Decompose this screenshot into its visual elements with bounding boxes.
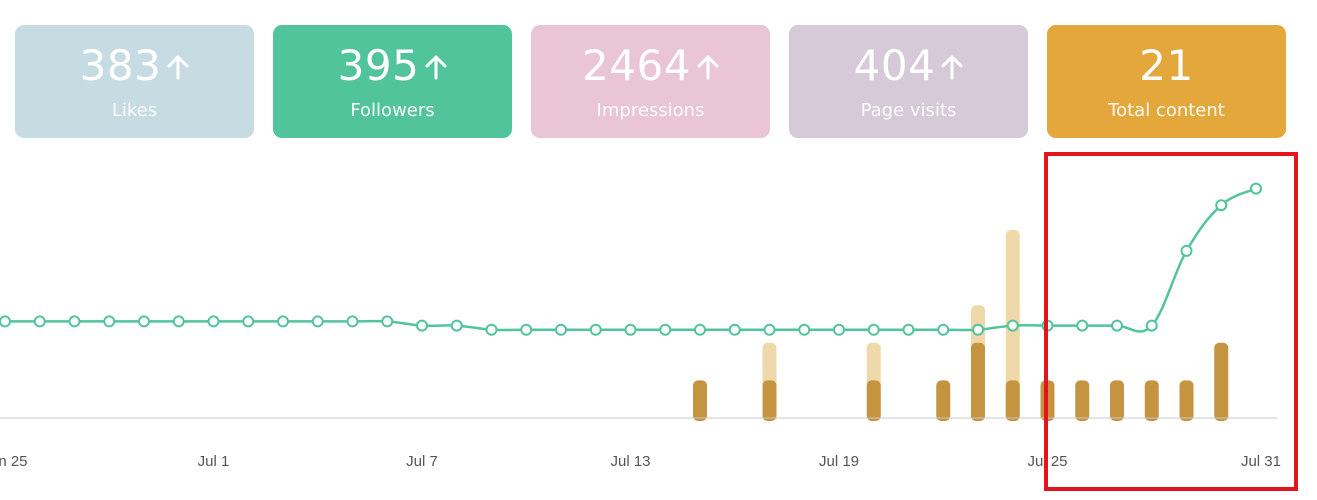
bar-jul-25[interactable] — [1040, 380, 1055, 421]
page-visits-card[interactable]: 404 Page visits — [789, 25, 1028, 138]
line-point-jul-27[interactable] — [1111, 319, 1123, 332]
bar-jul-30[interactable] — [1214, 342, 1229, 421]
bar-jul-29[interactable] — [1179, 380, 1194, 421]
line-point-jul-21[interactable] — [902, 323, 915, 336]
line-point-jul-3[interactable] — [277, 315, 289, 328]
line-point-jul-28[interactable] — [1145, 319, 1158, 332]
line-point-jun-27[interactable] — [68, 315, 81, 328]
x-tick-jul-13: Jul 13 — [610, 453, 650, 470]
total-content-label: Total content — [1108, 100, 1225, 121]
x-tick-jul-25: Jul 25 — [1027, 453, 1067, 470]
line-point-jul-19[interactable] — [833, 323, 845, 336]
line-point-jun-29[interactable] — [138, 315, 150, 328]
total-content-value: 21 — [1139, 41, 1194, 90]
line-point-jun-25[interactable] — [0, 315, 11, 328]
arrow-up-icon — [425, 55, 447, 80]
x-tick-jul-31: Jul 31 — [1241, 453, 1281, 470]
line-point-jul-22[interactable] — [937, 323, 950, 336]
page-visits-value-row: 404 — [854, 41, 964, 91]
line-point-jul-31[interactable] — [1250, 182, 1262, 195]
line-point-jul-16[interactable] — [728, 323, 741, 336]
line-point-jul-23[interactable] — [972, 323, 984, 336]
bar-jul-15[interactable] — [693, 380, 707, 421]
line-point-jul-10[interactable] — [520, 323, 533, 336]
line-point-jul-7[interactable] — [416, 319, 428, 332]
line-point-jul-12[interactable] — [589, 323, 602, 336]
page-visits-value: 404 — [853, 41, 936, 90]
line-point-jul-20[interactable] — [867, 323, 880, 336]
line-point-jul-1[interactable] — [207, 315, 220, 328]
x-tick-jun-25: Jun 25 — [0, 453, 28, 470]
likes-value-row: 383 — [80, 41, 190, 91]
line-point-jun-30[interactable] — [172, 315, 185, 328]
line-point-jul-26[interactable] — [1076, 319, 1089, 332]
bar-jul-27[interactable] — [1110, 380, 1124, 421]
ticks-layer: Jun 25 Jul 1 Jul 7 Jul 13 Jul 19 Jul 25 Jul 31 — [0, 453, 1281, 470]
bar-jul-28[interactable] — [1144, 380, 1159, 421]
bar-jul-17[interactable] — [762, 380, 777, 421]
line-point-jul-24[interactable] — [1006, 319, 1019, 332]
impressions-value: 2464 — [582, 41, 691, 90]
line-point-jul-15[interactable] — [694, 323, 706, 336]
impressions-label: Impressions — [596, 100, 705, 121]
line-point-jun-28[interactable] — [103, 315, 116, 328]
line-point-jul-9[interactable] — [485, 323, 498, 336]
line-point-jul-11[interactable] — [555, 323, 567, 336]
bar-jul-26[interactable] — [1075, 380, 1090, 421]
followers-label: Followers — [350, 100, 435, 121]
x-tick-jul-19: Jul 19 — [819, 453, 859, 470]
followers-card[interactable]: 395 Followers — [273, 25, 512, 138]
impressions-card[interactable]: 2464 Impressions — [531, 25, 770, 138]
bar-jul-24[interactable] — [1005, 380, 1020, 421]
bar-jul-22[interactable] — [936, 380, 951, 421]
x-tick-jul-7: Jul 7 — [406, 453, 438, 470]
line-point-jul-8[interactable] — [450, 319, 463, 332]
bar-jul-23[interactable] — [971, 342, 985, 421]
line-point-jul-30[interactable] — [1215, 199, 1228, 212]
line-point-jul-17[interactable] — [763, 323, 776, 336]
arrow-up-icon — [697, 55, 719, 80]
page-visits-label: Page visits — [860, 100, 957, 121]
total-content-card[interactable]: 21 Total content — [1047, 25, 1286, 138]
line-layer — [0, 182, 1262, 336]
line-point-jul-18[interactable] — [798, 323, 811, 336]
line-point-jul-25[interactable] — [1041, 319, 1054, 332]
total-content-value-row: 21 — [1139, 41, 1193, 91]
x-tick-jul-1: Jul 1 — [198, 453, 230, 470]
followers-value: 395 — [337, 41, 420, 90]
likes-label: Likes — [111, 100, 158, 121]
likes-value: 383 — [79, 41, 162, 90]
line-point-jul-2[interactable] — [242, 315, 255, 328]
arrow-up-icon — [941, 55, 963, 80]
followers-chart: Jun 25 Jul 1 Jul 7 Jul 13 Jul 19 Jul 25 Jul 31 — [0, 182, 1281, 470]
likes-card[interactable]: 383 Likes — [15, 25, 254, 138]
line-point-jun-26[interactable] — [33, 315, 46, 328]
line-point-jul-5[interactable] — [346, 315, 359, 328]
line-point-jul-13[interactable] — [624, 323, 637, 336]
stat-cards: 383 Likes 395 Followers 2464 Impressions… — [15, 25, 1286, 138]
line-point-jul-29[interactable] — [1180, 244, 1193, 257]
followers-value-row: 395 — [338, 41, 448, 91]
bar-jul-20[interactable] — [866, 380, 881, 421]
followers-line — [4, 187, 1257, 333]
line-point-jul-14[interactable] — [659, 323, 672, 336]
arrow-up-icon — [167, 55, 189, 80]
line-point-jul-6[interactable] — [381, 315, 394, 328]
impressions-value-row: 2464 — [582, 41, 719, 91]
line-point-jul-4[interactable] — [311, 315, 324, 328]
